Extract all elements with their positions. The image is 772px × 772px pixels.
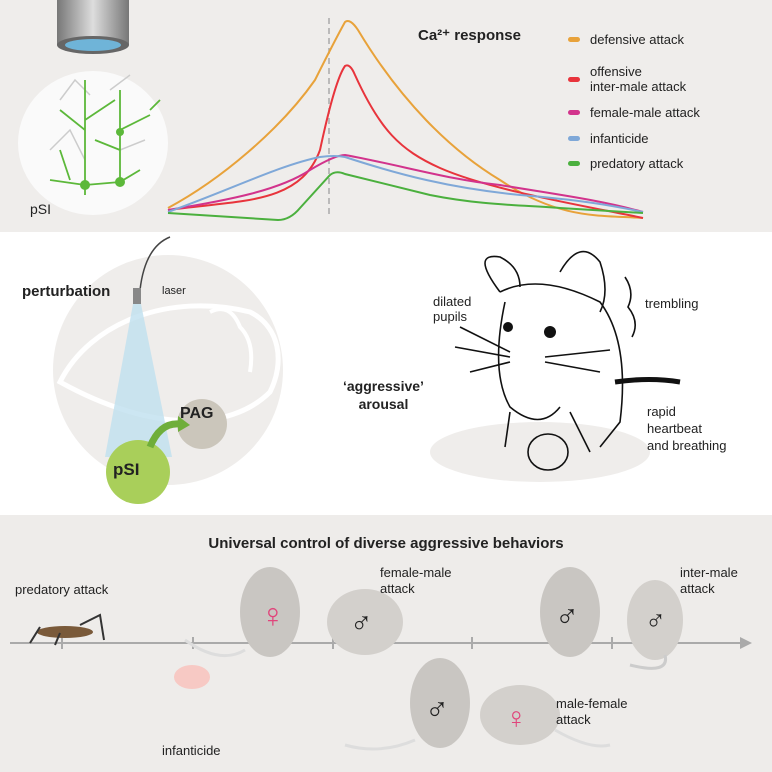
label-line: pupils — [433, 309, 467, 324]
neuron-circle-icon — [18, 71, 168, 215]
predatory-attack-label: predatory attack — [15, 582, 109, 597]
legend-swatch — [568, 76, 580, 82]
aggressive-arousal-label: ‘aggressive’ arousal — [343, 377, 424, 413]
male-symbol-icon: ♂ — [555, 598, 579, 634]
male-symbol-icon: ♂ — [350, 607, 373, 640]
optic-fiber-icon — [133, 288, 141, 304]
calcium-response-panel: pSI Ca²⁺ response defensive attack offen… — [0, 0, 772, 232]
trace-female-male-attack — [167, 153, 644, 213]
trace-predatory-attack — [167, 171, 644, 222]
legend-swatch — [568, 37, 580, 42]
top-illustration — [18, 0, 644, 222]
laser-label: laser — [162, 285, 186, 297]
legend-item: defensive attack — [568, 32, 684, 47]
mouse-female-left — [184, 567, 300, 658]
trembling-label: trembling — [645, 296, 699, 311]
mouse-male-right-2 — [627, 580, 683, 670]
mouse-drawing — [430, 250, 681, 482]
pag-node — [177, 399, 227, 449]
trace-infanticide — [167, 155, 644, 213]
label-line: male-female — [556, 696, 628, 711]
section-title: Universal control of diverse aggressive … — [208, 535, 564, 552]
legend-label: female-male attack — [590, 105, 700, 120]
mouse-male-left — [540, 567, 600, 657]
label-line: ‘aggressive’ — [343, 378, 424, 394]
eye-left — [503, 322, 513, 332]
label-line: attack — [556, 712, 591, 727]
legend-label: predatory attack — [590, 156, 684, 171]
mouse-male-lower — [344, 658, 470, 751]
behaviors-panel: ♀ ♂ ♂ ♂ ♂ ♀ Universal control of diverse… — [0, 515, 772, 772]
legend-item: infanticide — [568, 131, 649, 146]
middle-illustration — [53, 236, 681, 504]
legend-label-line: inter-male attack — [590, 79, 687, 94]
mouse-male-right — [327, 589, 403, 655]
rapid-heartbeat-label: rapid heartbeat and breathing — [647, 403, 727, 454]
infanticide-label: infanticide — [162, 743, 221, 758]
legend-swatch — [568, 110, 580, 115]
inter-male-attack-label: inter-male attack — [680, 565, 738, 597]
label-line: female-male — [380, 565, 452, 580]
legend-swatch — [568, 136, 580, 141]
mouse-female-lower — [480, 685, 611, 748]
dilated-pupils-label: dilated pupils — [433, 294, 471, 324]
calcium-traces — [167, 20, 644, 222]
psi-label: pSI — [30, 201, 52, 217]
legend-label-line: offensive — [590, 64, 642, 79]
female-symbol-icon: ♀ — [505, 702, 528, 735]
psi-node-label: pSI — [113, 460, 140, 479]
label-line: heartbeat — [647, 421, 702, 436]
label-line: arousal — [358, 396, 409, 412]
legend-swatch — [568, 161, 580, 166]
laser-beam — [105, 304, 172, 457]
legend-item: predatory attack — [568, 156, 683, 171]
label-line: rapid — [647, 404, 676, 419]
chart-title: Ca²⁺ response — [418, 27, 521, 44]
label-line: inter-male — [680, 565, 738, 580]
male-symbol-icon: ♂ — [645, 605, 666, 636]
trace-offensive-inter-male-attack — [167, 64, 644, 219]
fiber-cable — [139, 236, 171, 291]
label-line: dilated — [433, 294, 472, 309]
label-line: and breathing — [647, 438, 727, 453]
male-symbol-icon: ♂ — [425, 691, 449, 727]
trace-defensive-attack — [167, 20, 644, 219]
pup-icon — [174, 665, 210, 689]
label-line: attack — [380, 581, 415, 596]
female-symbol-icon: ♀ — [260, 597, 286, 635]
legend-item: female-male attack — [568, 105, 700, 120]
female-male-attack-label: female-male attack — [380, 565, 452, 597]
objective-lens-icon — [57, 0, 129, 54]
legend-label: offensive inter-male attack — [590, 64, 686, 94]
projection-arrow — [146, 420, 181, 449]
bottom-illustration: ♀ ♂ ♂ ♂ ♂ ♀ — [10, 567, 752, 751]
eye-right — [544, 326, 556, 338]
perturbation-panel: perturbation laser pSI PAG dilated pupils… — [0, 232, 772, 512]
arrow-head-icon — [178, 416, 190, 432]
label-line: attack — [680, 581, 715, 596]
grasshopper-icon — [29, 613, 105, 646]
legend-item: offensive inter-male attack — [568, 64, 686, 94]
male-female-attack-label: male-female attack — [556, 696, 628, 728]
perturbation-label: perturbation — [22, 283, 111, 300]
psi-node — [106, 440, 170, 504]
pag-node-label: PAG — [180, 405, 214, 422]
legend-label: infanticide — [590, 131, 649, 146]
legend-label: defensive attack — [590, 32, 684, 47]
